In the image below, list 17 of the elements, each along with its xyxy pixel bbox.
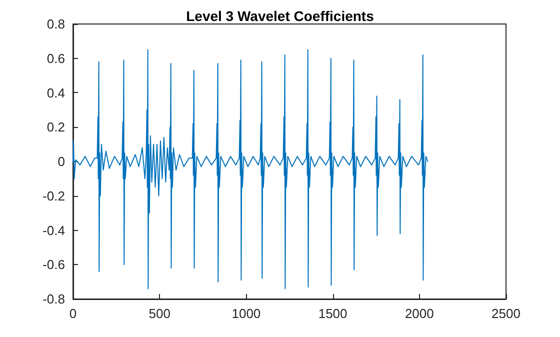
y-tick-label: -0.8 bbox=[42, 292, 65, 306]
y-tick-label: -0.4 bbox=[42, 222, 65, 238]
y-tick-label: -0.6 bbox=[42, 257, 65, 272]
x-tick-label: 1000 bbox=[232, 306, 261, 321]
x-tick-label: 1500 bbox=[318, 306, 348, 321]
y-tick-label: 0 bbox=[58, 154, 65, 169]
line-series bbox=[72, 49, 428, 290]
y-tick-label: 0.4 bbox=[46, 85, 65, 100]
y-tick-label: -0.2 bbox=[42, 188, 65, 204]
y-tick-label: 0.6 bbox=[46, 50, 65, 66]
x-tick-label: 2500 bbox=[492, 306, 520, 321]
x-tick-label: 500 bbox=[148, 306, 170, 321]
x-tick-label: 0 bbox=[69, 306, 77, 321]
chart-title: Level 3 Wavelet Coefficients bbox=[186, 8, 374, 24]
y-tick-label: 0.8 bbox=[46, 16, 65, 32]
x-tick-label: 2000 bbox=[404, 306, 434, 321]
y-tick-label: 0.2 bbox=[46, 120, 65, 135]
